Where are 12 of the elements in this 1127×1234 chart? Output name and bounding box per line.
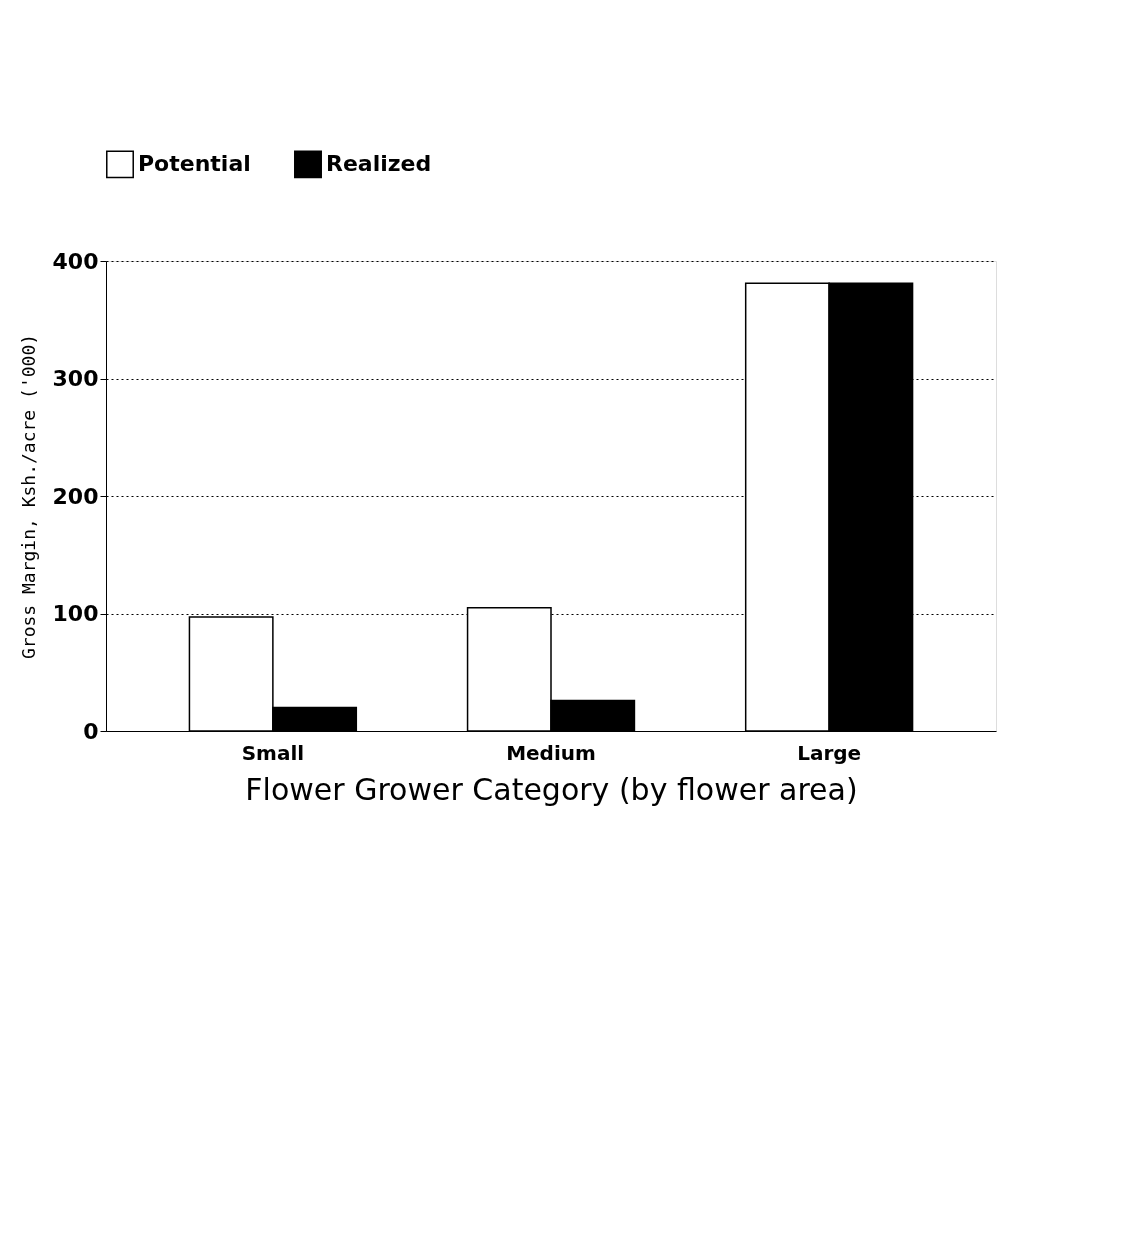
- x-axis-title: Flower Grower Category (by flower area): [245, 771, 858, 807]
- x-tick-label: Small: [241, 740, 305, 765]
- y-tick-label: 300: [52, 366, 99, 391]
- legend-label: Realized: [326, 151, 432, 177]
- y-tick-label: 200: [52, 483, 99, 509]
- y-tick-label: 100: [52, 601, 99, 626]
- y-axis-title: Gross Margin, Ksh./acre ('000): [17, 333, 39, 660]
- x-tick-label: Large: [797, 740, 862, 765]
- legend-label: Potential: [138, 151, 251, 177]
- x-tick-label: Medium: [506, 740, 596, 765]
- y-tick-label: 0: [83, 718, 99, 744]
- y-tick-label: 400: [52, 248, 99, 274]
